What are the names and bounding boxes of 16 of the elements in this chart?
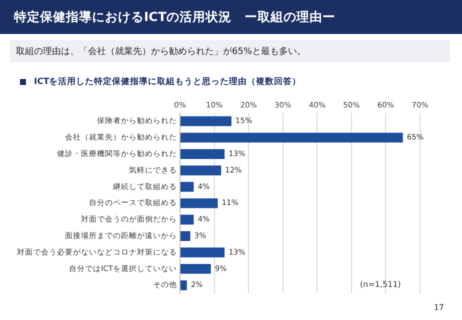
bar bbox=[180, 116, 232, 126]
bar bbox=[180, 149, 225, 159]
bar bbox=[180, 231, 190, 241]
bar bbox=[180, 280, 187, 290]
chart-subtitle: 取組の理由は、「会社（就業先）から勧められた」が65%と最も多い。 bbox=[16, 46, 306, 58]
annotation: (n=1,511) bbox=[360, 280, 401, 289]
bar bbox=[180, 132, 403, 143]
bar bbox=[180, 214, 194, 225]
bar bbox=[180, 248, 225, 258]
chart-title: 特定保健指導におけるICTの活用状況 ー取組の理由ー bbox=[14, 9, 336, 26]
x-axis-title: ICTを活用した特定保健指導に取組もうと思った理由（複数回答） bbox=[34, 76, 302, 88]
bar bbox=[180, 264, 211, 274]
text: 17 bbox=[434, 303, 444, 312]
bar bbox=[180, 182, 194, 192]
bar bbox=[180, 198, 218, 208]
bar bbox=[180, 166, 222, 176]
